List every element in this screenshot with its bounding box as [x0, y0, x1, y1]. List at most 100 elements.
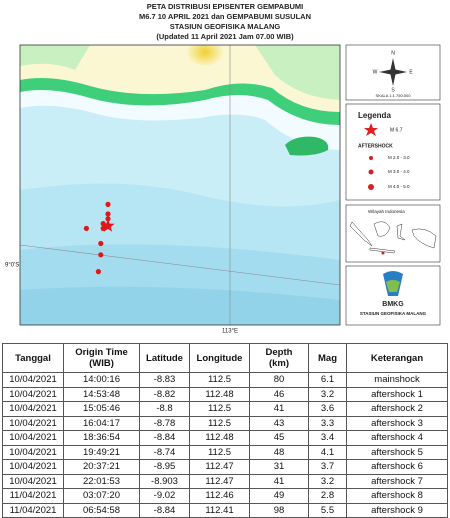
logo-name: BMKG: [382, 301, 404, 308]
table-cell: 10/04/2021: [2, 444, 64, 460]
table-cell: 112.5: [189, 444, 250, 460]
table-cell: -8.84: [139, 430, 190, 446]
aftershock-marker: [100, 221, 106, 227]
aftershock-marker: [83, 225, 89, 231]
table-cell: 06:54:58: [63, 502, 140, 518]
table-cell: 22:01:53: [63, 473, 140, 489]
table-cell: 20:37:21: [63, 459, 140, 475]
table-cell: 112.48: [189, 430, 250, 446]
legend-item: M 3.0 - 4.0: [388, 169, 410, 174]
map-figure: PETA DISTRIBUSI EPISENTER GEMPABUMI M6.7…: [5, 2, 441, 335]
compass-w: W: [373, 69, 378, 75]
table-cell: aftershock 6: [346, 459, 448, 475]
lat-label: 9°0'S: [5, 263, 19, 269]
table-row: 10/04/2021 16:04:17 -8.78 112.5 43 3.3 aftersh…: [2, 415, 448, 431]
header-text: (km): [268, 358, 290, 369]
table-cell: 48: [249, 444, 309, 460]
table-cell: 18:36:54: [63, 430, 140, 446]
table-row: 10/04/2021 18:36:54 -8.84 112.48 45 3.4 afters…: [2, 430, 448, 446]
table-cell: 2.8: [308, 488, 347, 504]
table-row: 10/04/2021 14:53:48 -8.82 112.48 46 3.2 afters…: [2, 386, 448, 402]
aftershock-marker: [95, 269, 101, 275]
aftershock-marker: [98, 252, 104, 258]
table-cell: 10/04/2021: [2, 372, 64, 388]
table-cell: 112.41: [189, 502, 250, 518]
table-cell: 10/04/2021: [2, 415, 64, 431]
table-cell: 31: [249, 459, 309, 475]
table-cell: 45: [249, 430, 309, 446]
header-text: Mag: [318, 352, 337, 364]
table-cell: -8.84: [139, 502, 190, 518]
title-line: M6.7 10 APRIL 2021 dan GEMPABUMI SUSULAN: [139, 12, 311, 21]
table-cell: 46: [249, 386, 309, 402]
table-cell: 41: [249, 473, 309, 489]
table-cell: -8.78: [139, 415, 190, 431]
scale-label: SKALA 1:1.750.000: [376, 93, 412, 98]
table-cell: 10/04/2021: [2, 459, 64, 475]
table-cell: 3.2: [308, 473, 347, 489]
table-cell: 16:04:17: [63, 415, 140, 431]
table-cell: 10/04/2021: [2, 401, 64, 417]
column-header: Origin Time (WIB): [63, 343, 140, 373]
compass-e: E: [409, 69, 413, 75]
compass-s: S: [391, 87, 395, 93]
table-cell: 112.48: [189, 386, 250, 402]
table-cell: 11/04/2021: [2, 502, 64, 518]
aftershock-marker: [100, 225, 106, 231]
table-cell: -8.95: [139, 459, 190, 475]
aftershock-marker: [105, 211, 111, 217]
table-cell: 112.46: [189, 488, 250, 504]
legend-title: Legenda: [358, 111, 391, 120]
table-row: 10/04/2021 22:01:53 -8.903 112.47 41 3.2 after…: [2, 473, 448, 489]
table-cell: 112.47: [189, 473, 250, 489]
table-cell: 4.1: [308, 444, 347, 460]
table-cell: 80: [249, 372, 309, 388]
table-cell: 6.1: [308, 372, 347, 388]
header-text: (WIB): [89, 358, 114, 369]
column-header: Mag: [308, 343, 347, 373]
table-cell: 112.5: [189, 415, 250, 431]
aftershock-marker: [105, 201, 111, 207]
table-cell: 15:05:46: [63, 401, 140, 417]
table-cell: -8.8: [139, 401, 190, 417]
title-line: STASIUN GEOFISIKA MALANG: [170, 22, 281, 31]
header-text: Latitude: [146, 352, 183, 364]
event-table: Tanggal Origin Time (WIB) Latitude Longitude…: [2, 343, 448, 518]
table-cell: 10/04/2021: [2, 473, 64, 489]
table-cell: 98: [249, 502, 309, 518]
legend-item: M 2.0 - 3.0: [388, 155, 410, 160]
table-row: 11/04/2021 03:07:20 -9.02 112.46 49 2.8 afters…: [2, 488, 448, 504]
table-cell: 14:00:16: [63, 372, 140, 388]
column-header: Longitude: [189, 343, 250, 373]
table-cell: aftershock 3: [346, 415, 448, 431]
legend-mainshock: M 6.7: [390, 127, 403, 133]
table-cell: 3.4: [308, 430, 347, 446]
legend-aftershock-title: AFTERSHOCK: [358, 143, 393, 149]
table-cell: -8.74: [139, 444, 190, 460]
table-cell: 10/04/2021: [2, 386, 64, 402]
table-cell: 3.3: [308, 415, 347, 431]
table-cell: 112.47: [189, 459, 250, 475]
table-row: 10/04/2021 19:49:21 -8.74 112.5 48 4.1 aftersh…: [2, 444, 448, 460]
table-cell: 14:53:48: [63, 386, 140, 402]
title-line: (Updated 11 April 2021 Jam 07.00 WIB): [156, 32, 294, 41]
table-row: 10/04/2021 15:05:46 -8.8 112.5 41 3.6 aftersho…: [2, 401, 448, 417]
table-cell: 3.2: [308, 386, 347, 402]
table-cell: 3.6: [308, 401, 347, 417]
legend-item: M 4.0 - 5.0: [388, 184, 410, 189]
header-text: Longitude: [196, 352, 243, 364]
table-cell: 10/04/2021: [2, 430, 64, 446]
table-cell: 3.7: [308, 459, 347, 475]
aftershock-marker: [98, 240, 104, 247]
table-cell: aftershock 1: [346, 386, 448, 402]
table-cell: 112.5: [189, 372, 250, 388]
table-cell: 112.5: [189, 401, 250, 417]
mainshock-marker: [101, 219, 115, 232]
header-text: Origin Time: [75, 347, 128, 358]
table-body: 10/04/2021 14:00:16 -8.83 112.5 80 6.1 mainsho…: [2, 372, 448, 518]
table-cell: -8.903: [139, 473, 190, 489]
lon-label: 113°E: [222, 329, 238, 335]
map-area: [20, 45, 340, 325]
table-row: 10/04/2021 20:37:21 -8.95 112.47 31 3.7 afters…: [2, 459, 448, 475]
